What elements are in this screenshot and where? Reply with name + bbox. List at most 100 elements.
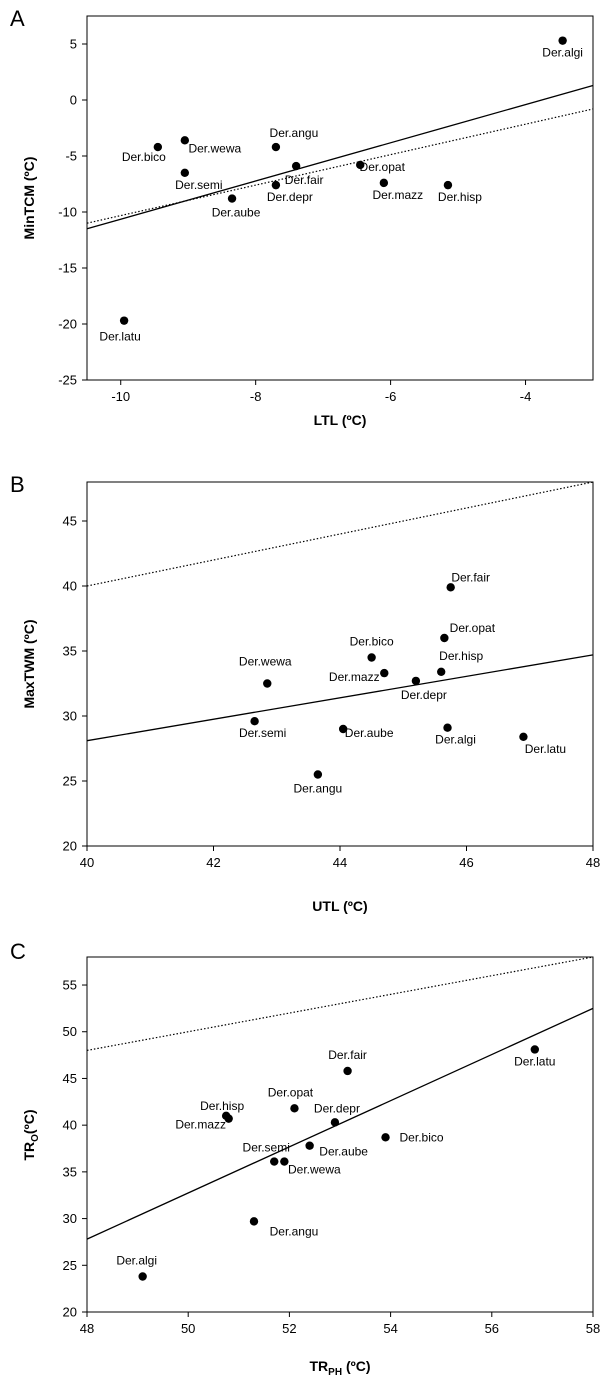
panel-c-y-tick-label: 50 xyxy=(63,1024,77,1039)
panel-a: A Der.algi Der.bico Der.wewa Der.semi Der.an… xyxy=(10,6,594,428)
panel-a-y-axis-label: MinTCM (ºC) xyxy=(21,157,37,240)
panel-b-y-tick-label: 30 xyxy=(63,709,77,724)
panel-b-data-point xyxy=(250,717,259,726)
panel-a-dotted-line xyxy=(86,108,594,224)
panel-b-data-point xyxy=(367,653,376,662)
panel-c-point-label: Der.fair xyxy=(328,1048,367,1062)
panel-a-point-label: Der.hisp xyxy=(438,190,482,204)
panel-b-x-tick-label: 42 xyxy=(206,855,220,870)
panel-c-point-label: Der.algi xyxy=(116,1254,157,1268)
panel-a-x-tick-label: -10 xyxy=(111,389,130,404)
panel-c-y-tick-label: 35 xyxy=(63,1164,77,1179)
panel-b-point-label: Der.hisp xyxy=(439,649,483,663)
panel-a-y-tick-label: -10 xyxy=(58,205,77,220)
panel-b-point-label: Der.bico xyxy=(350,635,394,649)
panel-b-data-point xyxy=(519,732,528,741)
panel-b-y-tick-label: 25 xyxy=(63,774,77,789)
panel-b-data-point xyxy=(263,679,272,688)
panel-b-point-label: Der.mazz xyxy=(329,670,380,684)
panel-b-data-point xyxy=(380,668,389,678)
panel-a-y-tick-label: 5 xyxy=(70,37,77,52)
panel-b: B Der.fair Der.opat Der.bico Der.hisp Der.ma… xyxy=(10,472,600,914)
panel-a-point-label: Der.algi xyxy=(542,46,583,60)
panel-a-point-label: Der.aube xyxy=(212,206,261,220)
panel-a-point-label: Der.angu xyxy=(270,126,319,140)
panel-c-data-point xyxy=(138,1272,147,1281)
panel-c-y-axis-label: TRO(ºC) xyxy=(21,1109,41,1160)
panel-a-data-point xyxy=(180,168,190,177)
panel-b-x-tick-label: 44 xyxy=(333,855,347,870)
panel-a-letter: A xyxy=(10,6,25,31)
panel-b-point-label: Der.aube xyxy=(345,726,394,740)
panel-b-x-tick-label: 48 xyxy=(586,855,600,870)
panel-c-x-tick-label: 56 xyxy=(485,1321,499,1336)
panel-b-data-point xyxy=(443,723,452,732)
panel-a-point-label: Der.latu xyxy=(99,330,140,344)
panel-a-x-tick-label: -8 xyxy=(250,389,262,404)
panel-b-point-label: Der.depr xyxy=(401,688,447,702)
panel-a-point-label: Der.semi xyxy=(175,178,222,192)
panel-b-y-tick-label: 35 xyxy=(63,644,77,659)
panel-a-point-label: Der.opat xyxy=(360,160,406,174)
panel-c-x-tick-label: 48 xyxy=(80,1321,94,1336)
panel-c-point-label: Der.hisp xyxy=(200,1099,244,1113)
panel-b-x-tick-label: 40 xyxy=(80,855,94,870)
panel-b-data-point xyxy=(313,770,323,779)
panel-a-point-label: Der.wewa xyxy=(188,141,241,155)
panel-c-data-point xyxy=(224,1114,233,1123)
panel-a-y-tick-label: -20 xyxy=(58,317,77,332)
panel-c-x-axis-label: TRPH (ºC) xyxy=(309,1358,370,1378)
panel-c-y-axis-subscript: O xyxy=(30,1134,41,1142)
panel-c-point-label: Der.aube xyxy=(319,1145,368,1159)
panel-b-solid-line xyxy=(86,654,594,742)
panel-b-point-label: Der.angu xyxy=(294,782,343,796)
panel-c-point-label: Der.depr xyxy=(314,1101,360,1115)
panel-c-solid-line xyxy=(86,1007,594,1240)
panel-b-point-label: Der.semi xyxy=(239,726,286,740)
panel-c-dotted-line xyxy=(86,956,594,1052)
panel-a-data-point xyxy=(153,142,163,152)
panel-c-data-point xyxy=(530,1045,540,1054)
panel-c: C Der.fair Der.latu Der.opat Der.hisp Der.ma… xyxy=(10,939,600,1378)
panel-a-data-point xyxy=(379,178,389,188)
panel-c-data-point xyxy=(270,1157,279,1166)
panel-b-letter: B xyxy=(10,472,25,497)
panel-a-y-tick-label: -15 xyxy=(58,261,77,276)
panel-c-point-label: Der.mazz xyxy=(175,1118,226,1132)
panel-b-data-point xyxy=(411,676,421,686)
panel-a-point-label: Der.depr xyxy=(267,190,313,204)
panel-b-point-label: Der.algi xyxy=(435,733,476,747)
panel-b-data-point xyxy=(440,633,449,643)
panel-c-x-axis-subscript: PH xyxy=(328,1367,342,1378)
panel-c-y-tick-label: 25 xyxy=(63,1258,77,1273)
panel-c-point-label: Der.latu xyxy=(514,1054,555,1068)
panel-c-y-tick-label: 40 xyxy=(63,1118,77,1133)
panel-a-y-tick-label: 0 xyxy=(70,93,77,108)
panel-c-y-tick-label: 30 xyxy=(63,1211,77,1226)
panel-c-point-label: Der.wewa xyxy=(288,1163,341,1177)
panel-c-x-tick-label: 54 xyxy=(383,1321,397,1336)
panel-b-y-tick-label: 40 xyxy=(63,579,77,594)
panel-b-point-label: Der.fair xyxy=(451,570,490,584)
panel-a-data-point xyxy=(271,180,281,190)
panel-b-data-point xyxy=(338,724,348,734)
panel-b-point-label: Der.latu xyxy=(525,742,566,756)
panel-b-point-label: Der.opat xyxy=(450,621,496,635)
panel-c-point-label: Der.angu xyxy=(270,1224,319,1238)
panel-c-data-point xyxy=(249,1217,259,1226)
panel-b-x-axis-label: UTL (ºC) xyxy=(312,898,367,914)
panel-c-y-tick-label: 55 xyxy=(63,978,77,993)
panel-a-data-point xyxy=(443,180,453,190)
panel-b-point-label: Der.wewa xyxy=(239,655,292,669)
panel-c-letter: C xyxy=(10,939,26,964)
panel-b-data-point xyxy=(437,667,446,676)
panel-c-data-point xyxy=(305,1141,314,1150)
panel-b-dotted-line xyxy=(86,481,594,587)
panel-c-x-tick-label: 50 xyxy=(181,1321,195,1336)
panel-a-data-point xyxy=(271,142,281,152)
panel-c-point-label: Der.opat xyxy=(268,1085,314,1099)
panel-a-point-label: Der.fair xyxy=(285,173,324,187)
panel-a-x-axis-label: LTL (ºC) xyxy=(314,412,367,428)
panel-c-data-point xyxy=(343,1066,352,1076)
